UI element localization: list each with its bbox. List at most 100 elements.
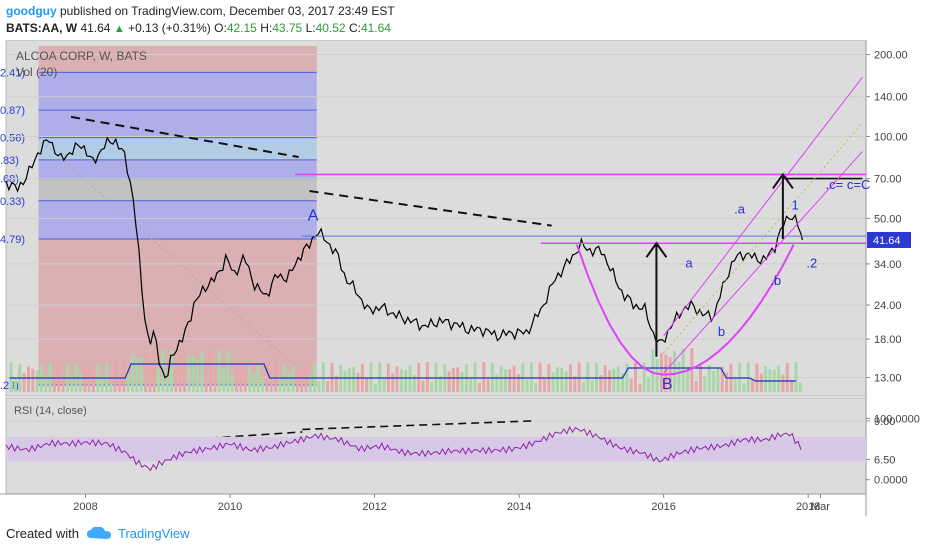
volume-bar [434,362,438,392]
volume-bar [183,359,187,392]
volume-bar [22,373,26,392]
fib-level-label: 0.56) [0,133,25,145]
volume-bar [222,368,226,392]
volume-bar [209,350,213,392]
volume-bar [356,372,360,392]
price-tick-label: 100.00 [874,131,908,143]
volume-bar [118,379,122,392]
low-value: 40.52 [315,21,346,35]
trendline-dashed [309,190,552,227]
volume-bar [603,365,607,392]
volume-bar [291,366,295,392]
time-tick-label: Mar [811,501,830,513]
volume-bar [425,362,429,392]
wave-label: 1 [792,197,799,212]
volume-bar [256,363,260,392]
author-link[interactable]: goodguy [6,4,57,18]
volume-bar [365,378,369,392]
footer: Created with TradingView [0,516,932,550]
open-value: 42.15 [226,21,257,35]
price-line [5,136,803,379]
volume-ma-line [9,363,796,382]
rsi-band [6,436,866,462]
wave-label: .2 [806,255,817,270]
volume-bar [781,374,785,392]
rsi-series [5,426,866,472]
last-price-label: 41.64 [873,235,901,247]
volume-bar [486,379,490,392]
rsi-tick-label: 100.0000 [874,413,920,425]
volume-bar [686,367,690,392]
chart-svg[interactable]: 2.41)0.87)0.56).83).68)0.33)4.79).29) AB… [0,39,932,516]
wave-label: b [718,324,725,339]
last-price-badge [867,231,911,248]
price-axis[interactable]: 200.00 140.00 100.00 70.00 50.00 34.00 24.00 18… [866,50,920,487]
trendline-dashed [70,115,299,159]
price-tick-label: 9.00 [874,416,895,428]
volume-bar [287,372,291,392]
volume-bar [638,383,642,392]
volume-bar [542,377,546,392]
fib-band [38,46,317,73]
volume-bar [126,373,130,392]
volume-bar [144,353,148,392]
volume-bar [404,370,408,392]
volume-bar [477,382,481,392]
rsi-line [5,426,802,472]
publish-info: published on TradingView.com, December 0… [60,4,395,18]
price-tick-label: 18.00 [874,334,902,346]
price-tick-label: 50.00 [874,213,902,225]
fib-level-label: .68) [0,174,19,186]
time-tick-label: 2012 [362,501,386,513]
fib-band [38,238,317,386]
time-tick-label: 2008 [73,501,97,513]
volume-bar [777,365,781,392]
trend-drawings[interactable] [70,76,866,447]
volume-bar [525,379,529,392]
rsi-title: RSI (14, close) [14,405,87,417]
volume-bar [612,368,616,392]
fibonacci-retracement[interactable]: 2.41)0.87)0.56).83).68)0.33)4.79).29) [0,46,318,392]
volume-bar [399,368,403,392]
wave-label: A [308,208,319,225]
volume-bar [347,368,351,392]
volume-bar [534,382,538,392]
volume-bar [295,368,299,392]
volume-bar [560,367,564,392]
volume-bar [57,362,61,392]
volume-bar [660,352,664,392]
volume-bar [213,370,217,392]
volume-bar [642,362,646,392]
time-tick-label: 2016 [651,501,675,513]
volume-bar [139,357,143,392]
volume-bar [655,358,659,392]
volume-bar [495,374,499,392]
volume-bar [673,350,677,392]
price-series [5,136,803,379]
volume-bar [581,381,585,392]
volume-bar [733,377,737,392]
volume-bar [170,350,174,392]
volume-bar [625,363,629,392]
volume-bar [503,369,507,392]
volume-bar [794,362,798,392]
tradingview-link[interactable]: TradingView [118,526,190,541]
volume-bar [759,373,763,392]
volume-bar [131,353,135,392]
volume-bar [634,362,638,392]
volume-bar [148,362,152,392]
volume-bar [330,362,334,392]
volume-bar [599,374,603,392]
fib-band [38,137,317,160]
volume-bar [369,362,373,392]
tradingview-cloud-icon [87,526,111,539]
volume-bar [196,359,200,392]
price-tick-label: 200.00 [874,50,908,62]
cup-arc [575,244,795,376]
volume-ma [9,363,796,382]
volume-bar [317,381,321,392]
volume-bar [590,380,594,392]
fib-band [38,178,317,201]
